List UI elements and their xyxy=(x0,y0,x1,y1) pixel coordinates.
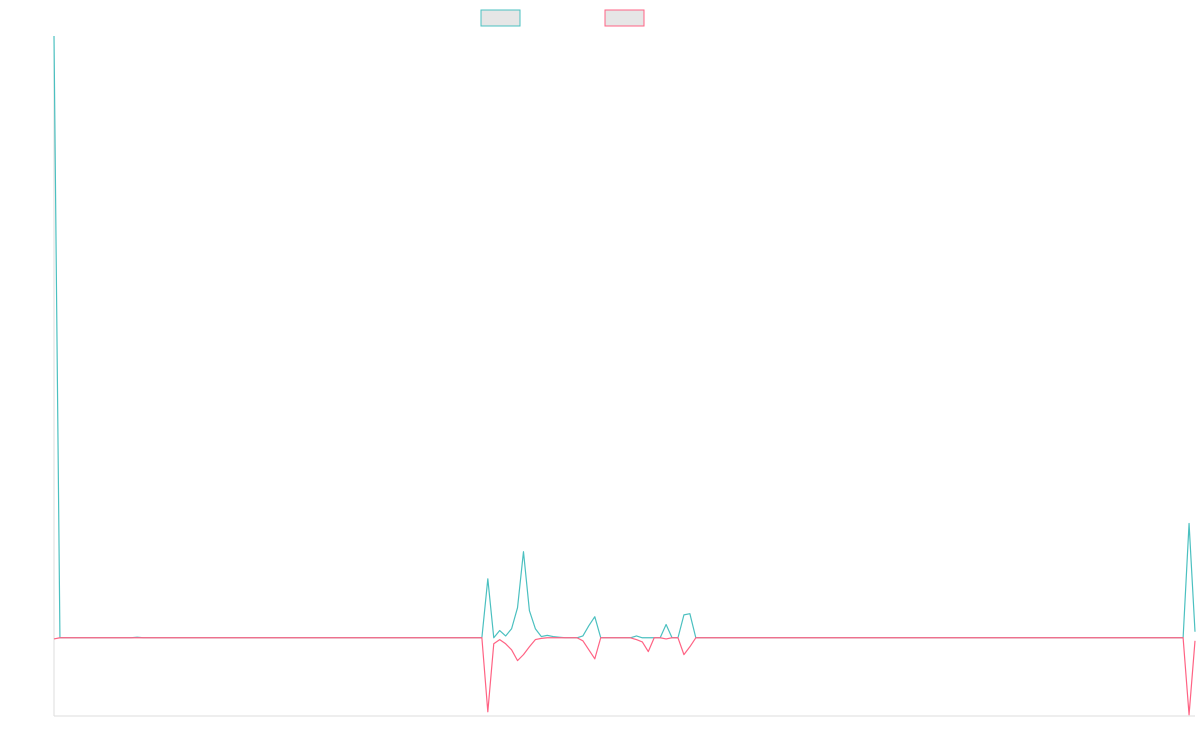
data-line xyxy=(53,35,1196,639)
legend-swatch[interactable] xyxy=(480,9,521,27)
legend-swatch[interactable] xyxy=(604,9,645,27)
data-line xyxy=(53,637,1196,716)
